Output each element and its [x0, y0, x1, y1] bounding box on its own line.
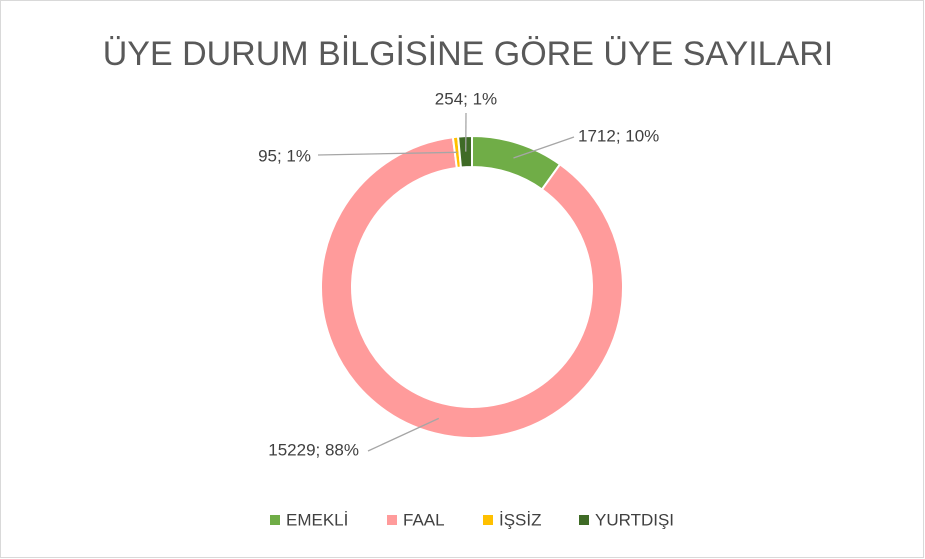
legend-label: İŞSİZ	[499, 510, 542, 529]
legend-swatch	[387, 515, 397, 525]
leader-line	[367, 417, 440, 452]
data-label: 95; 1%	[258, 146, 311, 165]
chart-title: ÜYE DURUM BİLGİSİNE GÖRE ÜYE SAYILARI	[103, 35, 834, 73]
legend-label: EMEKLİ	[286, 510, 348, 529]
donut-slice	[456, 134, 473, 169]
donut-slice	[320, 136, 624, 439]
legend-label: FAAL	[403, 510, 445, 529]
legend-swatch	[483, 515, 493, 525]
leader-line	[317, 151, 458, 156]
legend-label: YURTDIŞI	[595, 510, 674, 529]
data-label: 15229; 88%	[268, 440, 359, 459]
leader-line	[513, 136, 575, 159]
legend-swatch	[270, 515, 280, 525]
data-label: 1712; 10%	[578, 126, 659, 145]
data-label: 254; 1%	[435, 89, 497, 108]
legend-swatch	[579, 515, 589, 525]
